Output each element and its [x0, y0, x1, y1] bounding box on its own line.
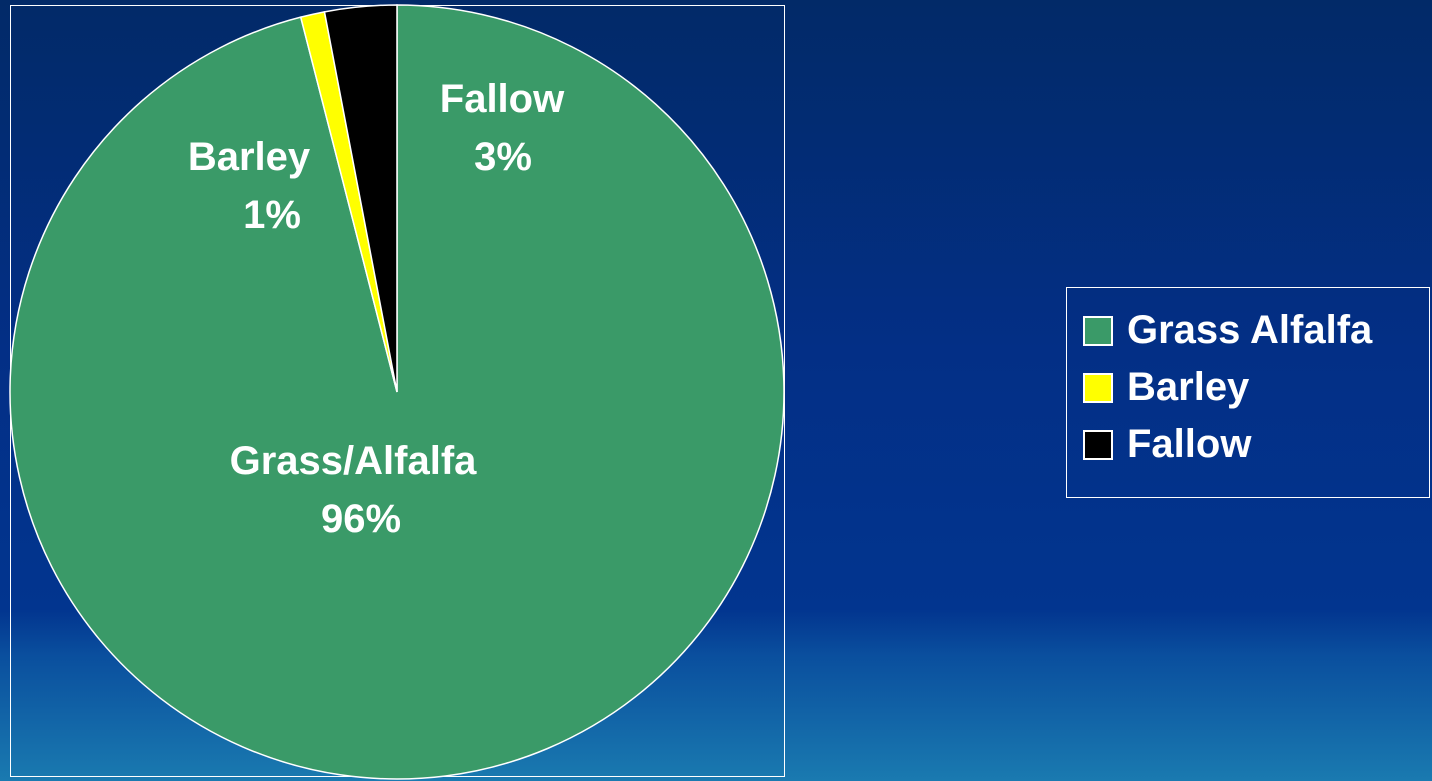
slice-label-grass-alfalfa: Grass/Alfalfa	[230, 439, 478, 483]
legend-swatch-barley	[1083, 372, 1113, 403]
legend-item-fallow: Fallow	[1067, 416, 1429, 473]
pie-labels: Grass/Alfalfa 96% Barley 1% Fallow 3%	[188, 77, 565, 541]
slice-label-fallow: Fallow	[440, 77, 565, 121]
legend-item-grass-alfalfa: Grass Alfalfa	[1067, 302, 1429, 359]
pie-slices	[9, 4, 785, 780]
legend-swatch-grass-alfalfa	[1083, 315, 1113, 346]
slice-percent-fallow: 3%	[474, 135, 532, 179]
legend-swatch-fallow	[1083, 429, 1113, 460]
legend-item-barley: Barley	[1067, 359, 1429, 416]
legend-label-barley: Barley	[1127, 365, 1250, 409]
pie-slice-fallow	[323, 4, 398, 393]
slice-percent-barley: 1%	[243, 193, 301, 237]
slice-label-barley: Barley	[188, 135, 311, 179]
slice-percent-grass-alfalfa: 96%	[321, 497, 401, 541]
chart-legend: Grass Alfalfa Barley Fallow	[1066, 287, 1430, 498]
legend-label-grass-alfalfa: Grass Alfalfa	[1127, 308, 1373, 352]
legend-label-fallow: Fallow	[1127, 422, 1252, 466]
